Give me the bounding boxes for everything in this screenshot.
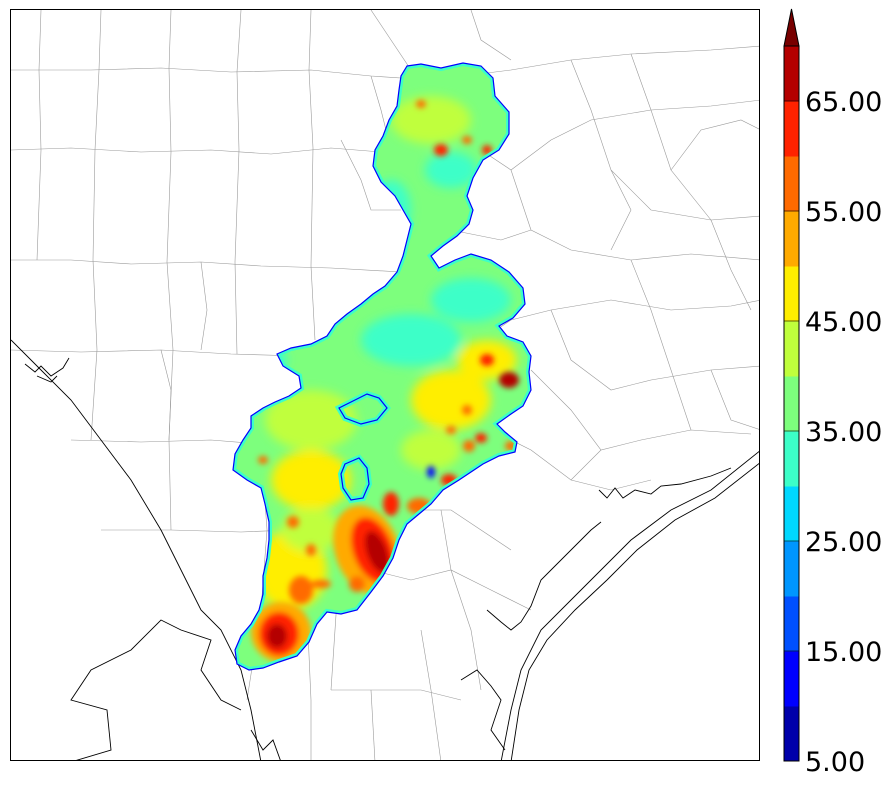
colorbar-tick-label: 15.00 xyxy=(805,637,882,668)
colorbar-segment xyxy=(784,156,799,212)
colorbar-segment xyxy=(784,651,799,707)
colorbar-frame xyxy=(783,45,800,762)
colorbar-tick-label: 55.00 xyxy=(805,197,882,228)
rainfall-map xyxy=(11,10,759,760)
colorbar-segment xyxy=(784,706,799,762)
colorbar-ticks: 5.00 15.00 25.00 35.00 45.00 55.00 65.00 xyxy=(784,87,882,778)
colorbar-extend-arrow xyxy=(783,8,800,47)
colorbar-tick-label: 35.00 xyxy=(805,417,882,448)
colorbar-tick-label: 25.00 xyxy=(805,527,882,558)
rainfall-field xyxy=(233,63,531,670)
colorbar-segment xyxy=(784,431,799,487)
colorbar-segment xyxy=(784,321,799,377)
colorbar-segment xyxy=(784,596,799,652)
colorbar-tick-label: 45.00 xyxy=(805,307,882,338)
colorbar-segment xyxy=(784,266,799,322)
colorbar-segment xyxy=(784,46,799,102)
map-panel xyxy=(10,9,760,761)
colorbar-tick-label: 5.00 xyxy=(805,747,865,778)
coastline xyxy=(11,339,759,760)
colorbar-segment xyxy=(784,101,799,157)
colorbar-segment xyxy=(784,376,799,432)
colorbar-segments xyxy=(784,46,799,762)
colorbar-tick-label: 65.00 xyxy=(805,87,882,118)
colorbar-segment xyxy=(784,541,799,597)
colorbar-segment xyxy=(784,211,799,267)
colorbar-segment xyxy=(784,486,799,542)
